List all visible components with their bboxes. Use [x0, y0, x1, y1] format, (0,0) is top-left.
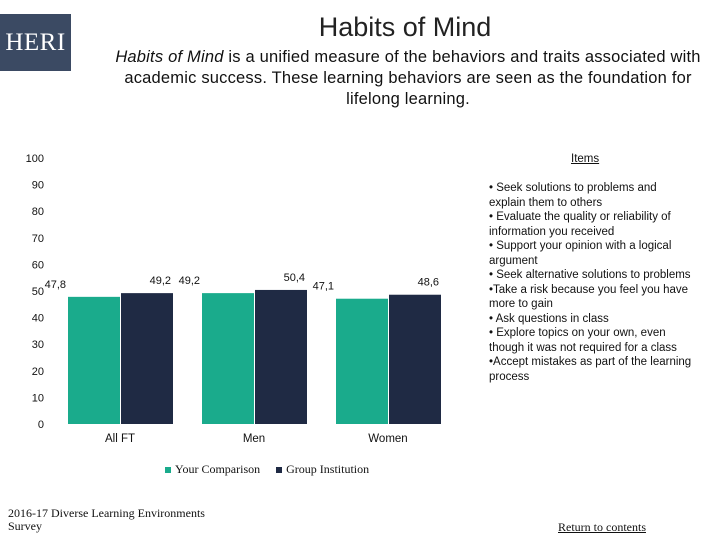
items-list-item: • Seek solutions to problems and explain… [489, 182, 657, 209]
items-list-item: • Explore topics on your own, even thoug… [489, 327, 677, 354]
legend-entry-group-institution: Group Institution [276, 462, 369, 477]
legend-entry-your-comparison: Your Comparison [165, 462, 260, 477]
bar-your-comparison [68, 296, 120, 424]
return-to-contents-link[interactable]: Return to contents [558, 520, 646, 534]
logo-text: HERI [5, 28, 66, 56]
page-title: Habits of Mind [318, 12, 492, 42]
subtitle-text: is a unified measure of the behaviors an… [124, 48, 701, 108]
legend-swatch-your-comparison [165, 466, 171, 473]
items-list-item: • Support your opinion with a logical ar… [489, 240, 672, 267]
y-tick-label: 100 [26, 153, 44, 165]
y-tick-label: 60 [32, 259, 44, 271]
chart-legend: Your Comparison Group Institution [165, 462, 369, 477]
items-heading: Items [571, 153, 600, 165]
items-list-item: • Ask questions in class [489, 312, 609, 325]
y-tick-label: 30 [32, 339, 44, 351]
bar-group-institution [121, 293, 173, 424]
bar-data-label: 49,2 [150, 275, 171, 287]
y-tick-label: 20 [32, 366, 44, 378]
bar-data-label: 47,1 [313, 281, 334, 293]
items-list-item: •Take a risk because you feel you have m… [489, 283, 689, 311]
heri-logo: HERI [0, 14, 71, 71]
items-list: • Seek solutions to problems and explain… [489, 181, 711, 384]
bar-your-comparison [336, 298, 388, 424]
bar-your-comparison [202, 293, 254, 424]
page-subtitle: Habits of Mind is a unified measure of t… [100, 47, 716, 110]
bar-data-label: 50,4 [284, 272, 305, 284]
items-list-item: • Evaluate the quality or reliability of… [489, 211, 671, 238]
x-category-label: Women [368, 433, 407, 445]
x-category-label: Men [243, 433, 265, 445]
bar-data-label: 49,2 [179, 275, 200, 287]
survey-source: 2016-17 Diverse Learning Environments Su… [8, 506, 205, 533]
bar-data-label: 48,6 [418, 277, 439, 289]
y-tick-label: 0 [38, 419, 44, 431]
items-list-item: • Seek alternative solutions to problems [489, 269, 691, 281]
bar-data-label: 47,8 [45, 279, 66, 291]
y-tick-label: 10 [32, 392, 44, 404]
bar-group-institution [389, 294, 441, 424]
bar-group-institution [255, 289, 307, 424]
subtitle-emphasis: Habits of Mind [115, 48, 224, 66]
x-category-label: All FT [105, 433, 135, 445]
habits-bar-chart: 0 10 20 30 40 50 60 70 80 90 100 47,8 49,2 All FT 49,2… [26, 153, 441, 445]
y-tick-label: 90 [32, 180, 44, 192]
y-tick-label: 40 [32, 313, 44, 325]
legend-swatch-group-institution [276, 466, 283, 473]
items-list-item: •Accept mistakes as part of the learning… [489, 356, 692, 383]
legend-label-your-comparison: Your Comparison [175, 462, 261, 476]
y-tick-label: 50 [32, 286, 44, 298]
y-tick-label: 70 [32, 233, 44, 245]
legend-label-group-institution: Group Institution [286, 462, 370, 476]
y-tick-label: 80 [32, 206, 44, 218]
